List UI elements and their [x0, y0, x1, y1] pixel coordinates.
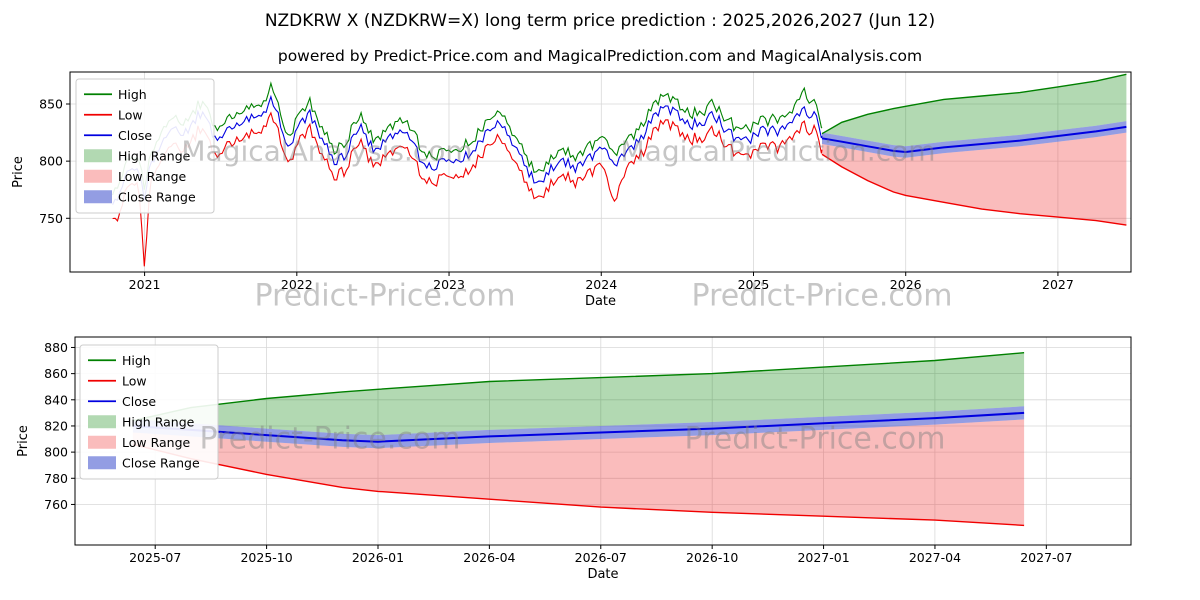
legend-label-high: High: [122, 353, 151, 368]
forecast-high-line: [821, 73, 1127, 135]
y-tick-label: 840: [44, 392, 68, 407]
legend-swatch-low-range: [84, 169, 112, 183]
plot-frame: [74, 336, 1132, 546]
legend-label-low-range: Low Range: [118, 169, 187, 184]
x-tick-label: 2026-04: [463, 550, 515, 565]
x-tick-label: 2027-04: [909, 550, 961, 565]
legend-box: [79, 344, 219, 480]
y-tick-label: 860: [44, 366, 68, 381]
x-tick-label: 2025-10: [240, 550, 292, 565]
forecast-detail-chart: 2025-07 2025-10 2026-01 2026-04 2026-07 2026-…: [16, 336, 1132, 582]
x-tick-label: 2026: [890, 277, 922, 292]
x-tick-label: 2024: [585, 277, 617, 292]
y-axis-label: Price: [16, 425, 31, 457]
x-tick-label: 2025: [738, 277, 770, 292]
x-tick-label: 2025-07: [129, 550, 181, 565]
legend-label-high: High: [118, 87, 147, 102]
y-tick-label: 880: [44, 340, 68, 355]
close-range-band: [822, 121, 1127, 158]
legend-label-low: Low: [118, 107, 143, 122]
page-subtitle: powered by Predict-Price.com and Magical…: [277, 47, 923, 65]
x-axis-label: Date: [587, 567, 618, 582]
x-tick-label: 2022: [281, 277, 313, 292]
legend-box: [75, 78, 215, 214]
x-tick-label: 2026-07: [575, 550, 627, 565]
forecast-high-line: [132, 352, 1025, 422]
forecast-close-line: [821, 125, 1127, 154]
low-range-band: [132, 419, 1025, 526]
forecast-low-line: [132, 443, 1025, 527]
legend-swatch-close-range: [84, 190, 112, 204]
low-range-band: [822, 132, 1127, 226]
legend-swatch-high-range: [84, 149, 112, 163]
legend-label-close-range: Close Range: [122, 455, 200, 470]
x-tick-label: 2026-01: [352, 550, 404, 565]
forecast-low-line: [821, 153, 1127, 226]
history-high-line: [112, 81, 823, 196]
y-tick-label: 820: [44, 418, 68, 433]
plot-frame: [69, 71, 1132, 273]
x-axis-label: Date: [585, 294, 616, 309]
legend-label-low: Low: [122, 373, 147, 388]
x-tick-label: 2027-07: [1020, 550, 1072, 565]
legend-swatch-close-range: [88, 456, 116, 470]
high-range-band: [822, 74, 1127, 147]
x-tick-label: 2027-01: [797, 550, 849, 565]
legend-swatch-low-range: [88, 435, 116, 449]
high-range-band: [132, 352, 1025, 436]
legend-label-low-range: Low Range: [122, 435, 191, 450]
y-tick-label: 800: [39, 154, 63, 169]
x-tick-label: 2027: [1042, 277, 1074, 292]
history-close-line: [112, 94, 823, 205]
legend-label-high-range: High Range: [122, 414, 195, 429]
history-forecast-chart: 2021 2022 2023 2024 2025 2026 2027 750 800 850 Dat…: [11, 71, 1132, 309]
x-tick-label: 2023: [433, 277, 465, 292]
plot-background: [75, 337, 1131, 545]
y-tick-label: 800: [44, 445, 68, 460]
legend-label-close: Close: [122, 394, 156, 409]
legend-swatch-high-range: [88, 415, 116, 429]
history-low-line: [112, 111, 823, 267]
page-title: NZDKRW X (NZDKRW=X) long term price pred…: [264, 11, 936, 31]
y-tick-label: 760: [44, 497, 68, 512]
legend-label-high-range: High Range: [118, 148, 191, 163]
y-tick-label: 780: [44, 471, 68, 486]
close-range-band: [132, 406, 1025, 449]
y-axis-label: Price: [11, 156, 26, 188]
legend-label-close-range: Close Range: [118, 189, 196, 204]
x-tick-label: 2021: [129, 277, 161, 292]
x-tick-label: 2026-10: [686, 550, 738, 565]
legend-label-close: Close: [118, 128, 152, 143]
y-tick-label: 750: [39, 211, 63, 226]
y-tick-label: 850: [39, 97, 63, 112]
forecast-close-line: [132, 411, 1025, 443]
